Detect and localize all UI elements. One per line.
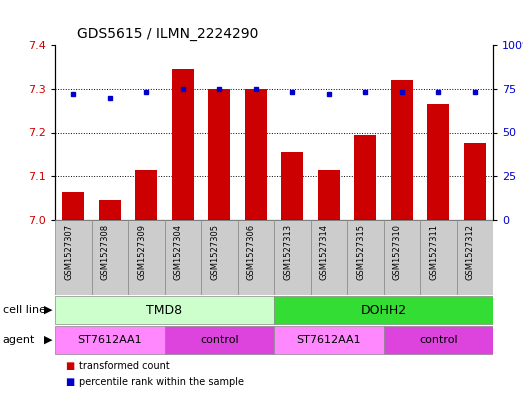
Text: GSM1527309: GSM1527309: [137, 224, 146, 280]
Bar: [274, 220, 311, 295]
Bar: [55, 220, 92, 295]
Bar: [172, 69, 194, 220]
Bar: [383, 325, 493, 354]
Text: ST7612AA1: ST7612AA1: [77, 335, 142, 345]
Bar: [201, 220, 237, 295]
Bar: [274, 325, 383, 354]
Text: GSM1527313: GSM1527313: [283, 224, 292, 280]
Text: GSM1527312: GSM1527312: [466, 224, 475, 280]
Text: control: control: [419, 335, 458, 345]
Bar: [55, 296, 274, 324]
Bar: [464, 143, 486, 220]
Text: GSM1527314: GSM1527314: [320, 224, 329, 280]
Text: transformed count: transformed count: [78, 361, 169, 371]
Bar: [457, 220, 493, 295]
Bar: [245, 89, 267, 220]
Bar: [318, 170, 340, 220]
Bar: [55, 325, 165, 354]
Text: control: control: [200, 335, 238, 345]
Text: GSM1527311: GSM1527311: [429, 224, 438, 280]
Text: GSM1527315: GSM1527315: [356, 224, 365, 280]
Bar: [391, 80, 413, 220]
Text: DOHH2: DOHH2: [360, 303, 406, 316]
Text: GSM1527304: GSM1527304: [174, 224, 183, 280]
Text: TMD8: TMD8: [146, 303, 183, 316]
Text: agent: agent: [3, 335, 35, 345]
Bar: [208, 89, 230, 220]
Text: ▶: ▶: [44, 335, 52, 345]
Bar: [383, 220, 420, 295]
Bar: [99, 200, 121, 220]
Text: GSM1527307: GSM1527307: [64, 224, 73, 280]
Bar: [427, 104, 449, 220]
Text: GSM1527308: GSM1527308: [101, 224, 110, 280]
Bar: [420, 220, 457, 295]
Text: ■: ■: [65, 377, 75, 387]
Bar: [92, 220, 128, 295]
Bar: [237, 220, 274, 295]
Text: GDS5615 / ILMN_2224290: GDS5615 / ILMN_2224290: [77, 27, 258, 41]
Bar: [135, 170, 157, 220]
Bar: [354, 135, 376, 220]
Text: GSM1527310: GSM1527310: [393, 224, 402, 280]
Bar: [281, 152, 303, 220]
Text: ▶: ▶: [44, 305, 52, 315]
Bar: [165, 220, 201, 295]
Bar: [128, 220, 165, 295]
Bar: [62, 191, 84, 220]
Bar: [165, 325, 274, 354]
Text: GSM1527306: GSM1527306: [247, 224, 256, 280]
Bar: [274, 296, 493, 324]
Bar: [311, 220, 347, 295]
Bar: [347, 220, 383, 295]
Text: percentile rank within the sample: percentile rank within the sample: [78, 377, 244, 387]
Text: GSM1527305: GSM1527305: [210, 224, 219, 280]
Text: cell line: cell line: [3, 305, 46, 315]
Text: ■: ■: [65, 361, 75, 371]
Text: ST7612AA1: ST7612AA1: [297, 335, 361, 345]
